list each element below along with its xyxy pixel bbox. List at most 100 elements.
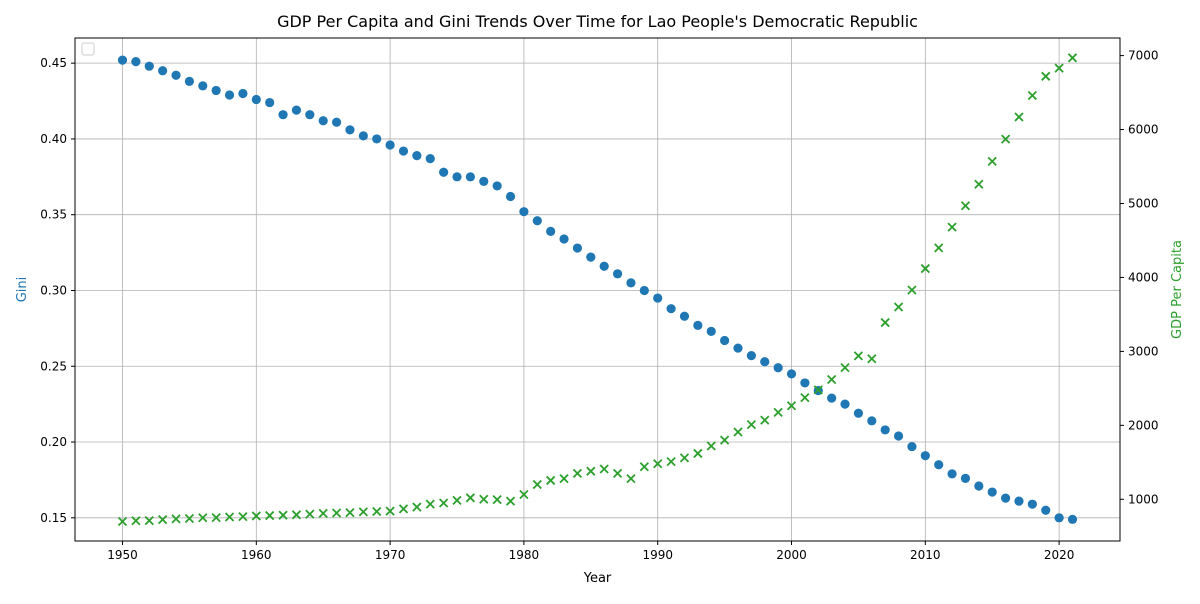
gdp-point: [653, 459, 663, 469]
gdp-point: [934, 243, 944, 253]
gdp-point: [1000, 134, 1011, 144]
y-right-tick-label: 6000: [1128, 123, 1159, 137]
gdp-point: [278, 510, 288, 520]
gdp-point: [1067, 53, 1078, 63]
gdp-point: [773, 407, 783, 418]
gdp-point: [827, 374, 837, 385]
gini-point: [412, 151, 422, 161]
gdp-point: [800, 392, 810, 403]
y-left-tick-label: 0.30: [40, 283, 67, 297]
gini-point: [1014, 496, 1024, 506]
gdp-point: [706, 441, 716, 451]
gdp-point: [813, 385, 823, 395]
gdp-point: [305, 509, 315, 519]
gdp-point: [760, 415, 770, 425]
gdp-point: [238, 512, 248, 522]
gdp-point: [853, 351, 864, 361]
gini-point: [786, 369, 797, 379]
gdp-point: [505, 496, 516, 506]
gini-point: [278, 110, 288, 120]
y-left-tick-label: 0.15: [40, 511, 67, 525]
gini-point: [439, 167, 449, 177]
gdp-point: [1054, 63, 1064, 73]
y-left-tick-label: 0.35: [40, 208, 67, 222]
gini-point: [158, 66, 168, 76]
gdp-point: [612, 468, 623, 479]
gini-point: [546, 226, 556, 236]
gdp-point: [1041, 71, 1051, 81]
gdp-point: [144, 515, 154, 526]
gdp-point: [291, 510, 302, 520]
gini-point: [1041, 505, 1051, 515]
y-left-tick-label: 0.45: [40, 56, 67, 70]
gdp-point: [599, 464, 609, 474]
gdp-point: [519, 489, 529, 500]
y-right-tick-label: 3000: [1128, 344, 1159, 358]
gini-point: [171, 70, 181, 80]
gini-point: [305, 110, 315, 120]
gini-point: [827, 393, 837, 403]
gdp-point: [425, 499, 435, 509]
gini-point: [251, 94, 261, 105]
gini-point: [746, 351, 756, 361]
gdp-point: [719, 435, 730, 445]
gdp-point: [960, 201, 971, 211]
gdp-point: [158, 514, 168, 525]
gdp-point: [265, 510, 275, 521]
gini-point: [907, 441, 917, 452]
gdp-point: [746, 419, 757, 430]
gdp-point: [893, 302, 904, 312]
gini-point: [532, 216, 542, 226]
gini-point: [519, 207, 529, 217]
gini-point: [559, 234, 569, 244]
gini-point: [224, 90, 235, 100]
x-tick-label: 1970: [375, 548, 406, 562]
gini-point: [345, 125, 355, 135]
gini-point: [693, 320, 703, 330]
y-right-tick-label: 5000: [1128, 196, 1159, 210]
gini-point: [599, 261, 609, 271]
gini-point: [960, 473, 971, 484]
gini-point: [586, 252, 596, 262]
gini-point: [987, 487, 997, 497]
x-axis-label: Year: [583, 571, 612, 586]
gini-point: [479, 176, 489, 186]
gini-point: [920, 451, 930, 461]
gini-point: [893, 431, 904, 441]
gdp-point: [880, 317, 890, 328]
x-tick-label: 2020: [1044, 548, 1075, 562]
plot-frame: [74, 37, 1121, 542]
y-axis-right: 1000 2000 3000 4000 5000 6000 7000: [1120, 49, 1159, 506]
gini-point: [840, 399, 850, 409]
gini-point: [1054, 513, 1064, 523]
gini-point: [238, 88, 248, 99]
x-tick-label: 1950: [107, 548, 138, 562]
gdp-point: [586, 466, 596, 476]
gdp-point: [679, 453, 690, 463]
y-right-tick-label: 2000: [1128, 418, 1159, 432]
gdp-point: [840, 363, 850, 373]
gini-point: [706, 326, 716, 337]
gdp-point: [1014, 112, 1024, 122]
gdp-point: [412, 502, 422, 512]
y-left-tick-label: 0.25: [40, 359, 67, 373]
gini-point: [291, 105, 302, 115]
gdp-point: [572, 468, 583, 479]
gini-point: [372, 134, 382, 144]
gini-point: [452, 172, 462, 182]
y-axis-right-label: GDP Per Capita: [1170, 240, 1185, 339]
gini-point: [800, 378, 810, 388]
y-right-tick-label: 4000: [1128, 270, 1159, 284]
gini-point: [131, 57, 141, 67]
gini-point: [853, 408, 864, 418]
gini-point: [492, 181, 502, 191]
gini-point: [679, 311, 690, 321]
y-axis-left: 0.15 0.20 0.25 0.30 0.35 0.40 0.45: [40, 56, 75, 525]
gini-point: [733, 343, 743, 353]
gini-point: [198, 81, 208, 91]
gini-point: [626, 278, 636, 288]
gini-point: [947, 469, 957, 479]
gdp-point: [198, 513, 208, 523]
gini-point: [398, 146, 409, 156]
x-axis: 1950 1960 1970 1980 1990 2000 2010 2020: [107, 541, 1074, 562]
